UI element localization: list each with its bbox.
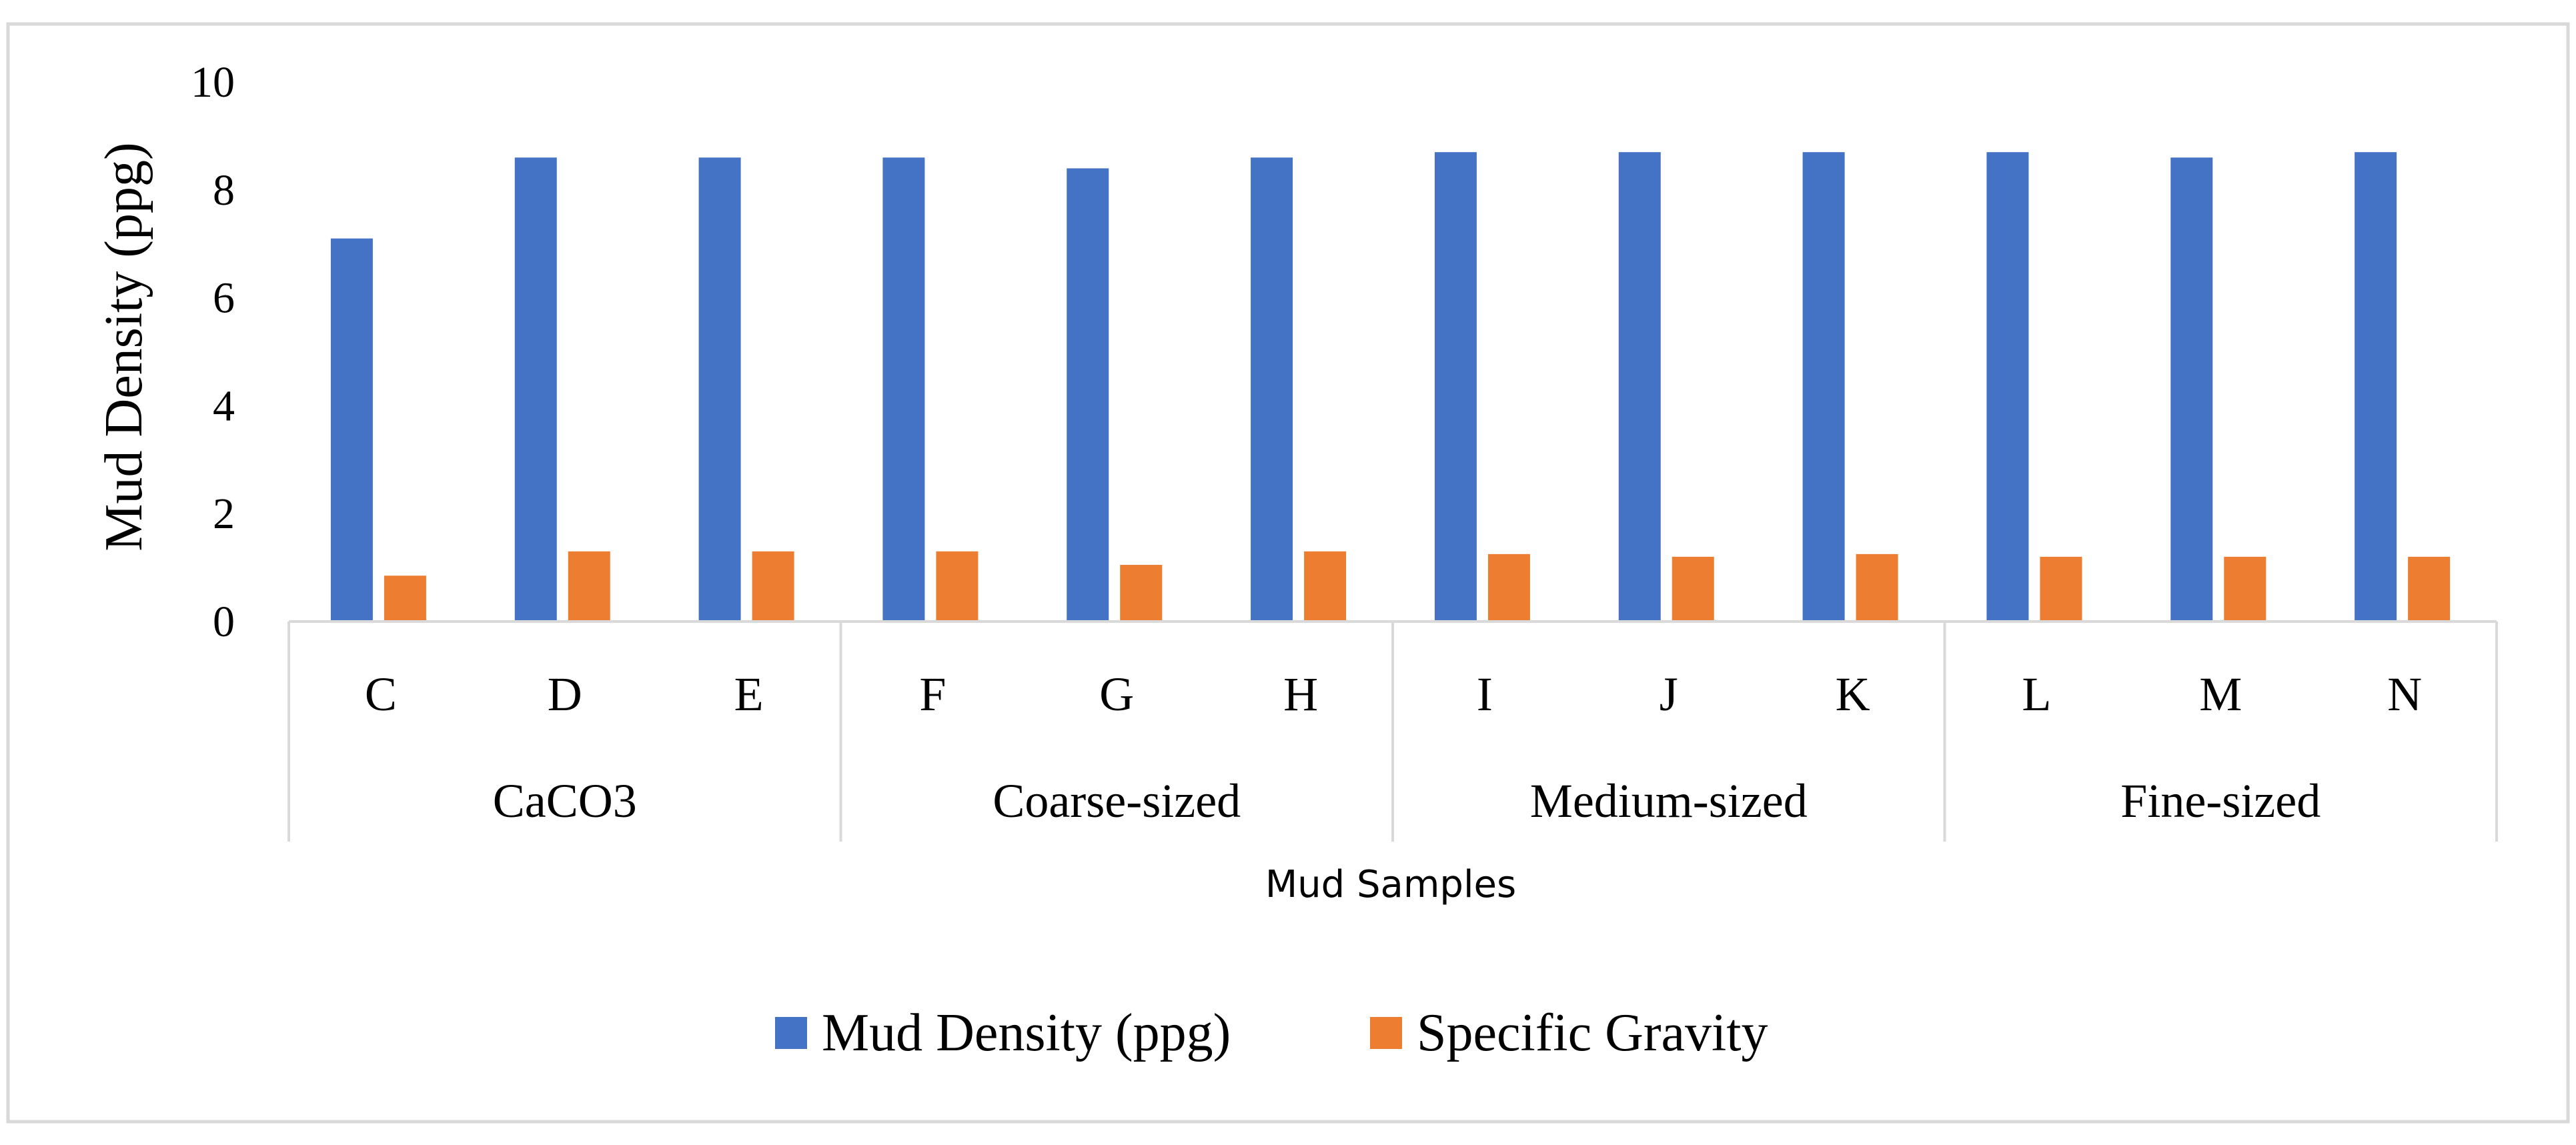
bar-mud-density-D: [514, 157, 557, 622]
bar-specific-gravity-D: [568, 551, 610, 622]
y-axis-title: Mud Density (ppg): [95, 142, 153, 551]
bar-mud-density-K: [1802, 152, 1845, 622]
y-tick-label: 4: [213, 381, 235, 430]
y-tick-label: 2: [213, 489, 235, 538]
bar-mud-density-G: [1067, 168, 1109, 622]
x-group-label: Coarse-sized: [993, 774, 1241, 828]
bar-mud-density-H: [1251, 157, 1293, 622]
x-category-label: M: [2199, 668, 2242, 721]
x-category-label: G: [1099, 668, 1134, 721]
x-category-label: L: [2022, 668, 2051, 721]
x-category-label: E: [734, 668, 764, 721]
x-category-label: K: [1836, 668, 1870, 721]
x-axis-title: Mud Samples: [1265, 863, 1516, 906]
legend-swatch-specific-gravity: [1370, 1017, 1402, 1049]
x-category-label: C: [365, 668, 397, 721]
bar-specific-gravity-G: [1120, 565, 1163, 622]
y-tick-label: 6: [213, 274, 235, 323]
x-category-label: F: [919, 668, 946, 721]
bar-specific-gravity-L: [2040, 556, 2082, 622]
bar-mud-density-I: [1434, 152, 1477, 622]
x-category-label: D: [548, 668, 582, 721]
x-category-label: H: [1283, 668, 1318, 721]
x-category-label: J: [1660, 668, 1678, 721]
legend: Mud Density (ppg) Specific Gravity: [775, 1004, 1768, 1062]
bar-specific-gravity-E: [752, 551, 794, 622]
bar-mud-density-C: [330, 238, 373, 622]
y-tick-label: 8: [213, 166, 235, 215]
bar-specific-gravity-F: [936, 551, 979, 622]
x-group-label: Fine-sized: [2120, 774, 2321, 828]
bar-specific-gravity-H: [1304, 551, 1347, 622]
x-group-label: CaCO3: [493, 774, 637, 828]
axis-layer: [287, 620, 2498, 842]
legend-label-specific-gravity: Specific Gravity: [1417, 1004, 1768, 1062]
y-tick-label: 0: [213, 598, 235, 646]
bar-mud-density-M: [2170, 157, 2213, 622]
bar-mud-density-F: [882, 157, 925, 622]
bar-specific-gravity-M: [2224, 556, 2267, 622]
bars-layer: [330, 152, 2451, 622]
bar-specific-gravity-C: [384, 576, 426, 622]
bar-specific-gravity-N: [2408, 556, 2451, 622]
bar-specific-gravity-J: [1672, 556, 1714, 622]
bar-specific-gravity-I: [1487, 553, 1530, 622]
legend-label-mud-density: Mud Density (ppg): [822, 1004, 1231, 1062]
bar-mud-density-L: [1986, 152, 2029, 622]
bar-specific-gravity-K: [1856, 553, 1898, 622]
text-layer: 0 2 4 6 8 10 C D E F G H I J K L M N CaCO3 Coarse-sized Medi…: [95, 58, 2422, 906]
bar-mud-density-N: [2355, 152, 2397, 622]
y-tick-label: 10: [191, 58, 235, 107]
x-category-label: I: [1477, 668, 1493, 721]
legend-swatch-mud-density: [775, 1017, 807, 1049]
x-group-label: Medium-sized: [1530, 774, 1808, 828]
bar-mud-density-E: [698, 157, 741, 622]
x-category-label: N: [2387, 668, 2422, 721]
bar-mud-density-J: [1618, 152, 1661, 622]
